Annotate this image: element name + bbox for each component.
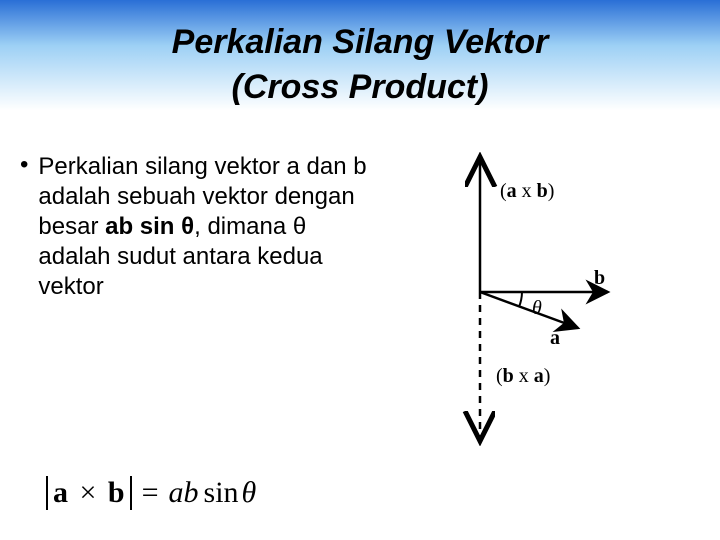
body-paragraph: Perkalian silang vektor a dan b adalah s… <box>38 152 370 452</box>
title-main: Perkalian Silang Vektor <box>172 23 549 62</box>
label-axb: (a x b) <box>500 180 554 202</box>
formula-b: b <box>108 476 125 509</box>
formula-cross: × <box>80 476 97 509</box>
label-bxa: (b x a) <box>496 365 550 387</box>
formula-eq: = <box>142 476 159 510</box>
slide-header: Perkalian Silang Vektor (Cross Product) <box>0 0 720 130</box>
formula-ab: ab <box>169 476 199 510</box>
diagram-svg: (a x b) b a θ (b x a) <box>400 152 660 452</box>
formula-a: a <box>53 476 68 509</box>
label-b: b <box>594 267 605 289</box>
para-bold: ab sin θ <box>105 213 194 240</box>
label-a: a <box>550 327 560 349</box>
cross-product-diagram: (a x b) b a θ (b x a) <box>370 152 670 452</box>
angle-arc <box>519 292 522 307</box>
bullet: • <box>20 152 28 452</box>
formula-theta: θ <box>242 476 257 510</box>
formula-sin: sin <box>204 476 239 510</box>
vector-a <box>480 292 578 328</box>
label-theta: θ <box>532 297 542 319</box>
text-block: • Perkalian silang vektor a dan b adalah… <box>20 152 370 452</box>
magnitude-formula: a × b = ab sin θ <box>46 476 720 510</box>
title-sub: (Cross Product) <box>232 68 489 107</box>
formula-abs: a × b <box>46 476 132 510</box>
content-row: • Perkalian silang vektor a dan b adalah… <box>0 130 720 452</box>
